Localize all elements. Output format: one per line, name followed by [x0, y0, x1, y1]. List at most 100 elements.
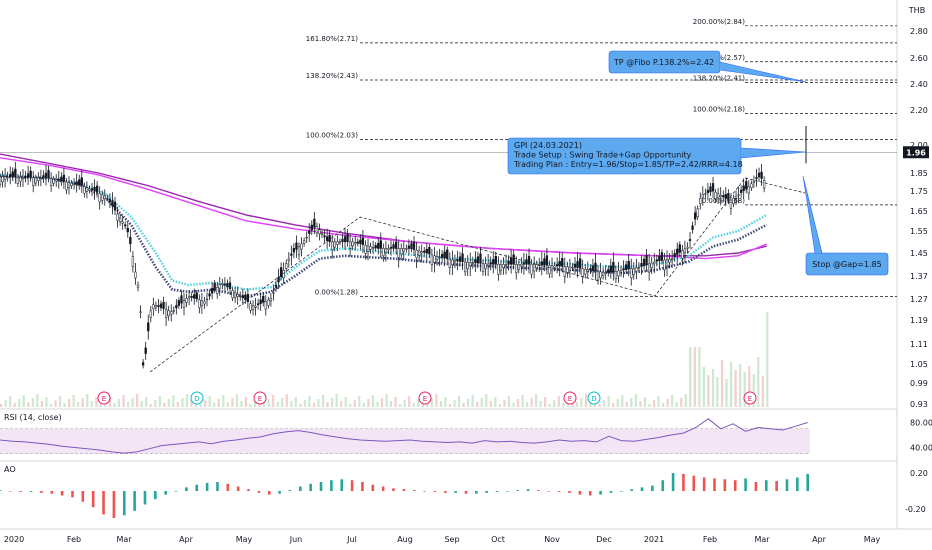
ao-bar: [692, 475, 696, 491]
candle-body: [566, 266, 569, 274]
candle-body: [630, 268, 633, 279]
candle-body: [354, 242, 357, 245]
volume-bar: [117, 399, 121, 407]
candle-body: [734, 196, 738, 200]
volume-bar: [457, 396, 461, 407]
candle-body: [737, 194, 740, 196]
candle-body: [80, 177, 83, 186]
ao-bar: [381, 486, 385, 491]
rsi-tick-label: 40.00: [910, 444, 932, 453]
volume-bar: [689, 347, 692, 407]
candle-body: [290, 253, 293, 256]
candle-body: [377, 242, 380, 249]
candle-body: [543, 258, 546, 266]
candle-body: [272, 292, 275, 294]
volume-bar: [9, 396, 12, 407]
volume-bar: [235, 394, 238, 407]
volume-bar: [408, 396, 411, 407]
ao-bar: [588, 491, 592, 496]
time-tick-label: Mar: [116, 535, 132, 544]
ao-bar: [216, 482, 219, 491]
time-tick-label: Feb: [67, 535, 81, 544]
candle-body: [453, 260, 457, 263]
price-tick-label: 2.20: [910, 106, 928, 115]
candle-body: [246, 294, 250, 303]
candle-body: [507, 260, 510, 265]
volume-bar: [480, 398, 483, 407]
ao-tick-label: 0.20: [910, 469, 928, 478]
ao-bar: [723, 479, 727, 491]
candle-body: [678, 244, 681, 253]
event-marker-label: E: [258, 395, 262, 403]
candle-body: [663, 259, 666, 271]
candle-body: [410, 243, 413, 250]
ao-bar: [785, 479, 789, 491]
ao-title: AO: [4, 465, 16, 474]
volume-bar: [394, 397, 397, 407]
volume-bar: [63, 403, 66, 407]
candle-body: [402, 248, 405, 252]
price-tick-label: 2.60: [910, 54, 928, 63]
volume-bar: [145, 397, 148, 407]
event-marker-label: E: [423, 395, 427, 403]
candle-body: [14, 168, 17, 178]
candles: [0, 126, 807, 369]
candle-body: [637, 267, 641, 269]
candle-body: [607, 269, 610, 274]
volume-bar: [13, 403, 16, 407]
candle-body: [699, 198, 702, 205]
candle-body: [185, 298, 188, 303]
ao-bar: [464, 491, 468, 494]
volume-bar: [734, 370, 737, 407]
ao-bar: [485, 491, 488, 493]
ao-bar: [433, 491, 437, 492]
candle-body: [305, 236, 308, 239]
ao-bar: [609, 491, 613, 493]
candle-body: [210, 288, 214, 294]
candle-body: [379, 240, 382, 249]
volume-bar: [589, 401, 592, 407]
price-tick-label: 1.85: [910, 169, 928, 178]
candle-body: [374, 245, 377, 249]
candle-body: [116, 213, 119, 221]
volume-bar: [40, 401, 44, 407]
candle-body: [39, 177, 43, 180]
volume-bar: [535, 394, 538, 407]
candle-body: [49, 178, 53, 186]
volume-bar: [367, 399, 370, 407]
candle-body: [405, 248, 408, 250]
candle-body: [101, 194, 104, 201]
volume-bar: [507, 396, 511, 407]
volume-bar: [412, 403, 415, 407]
volume-bar: [317, 399, 320, 407]
candle-body: [389, 246, 393, 249]
volume-bar: [113, 403, 116, 407]
volume-bar: [453, 400, 456, 407]
candle-body: [586, 269, 589, 272]
candle-body: [152, 304, 155, 309]
time-tick-label: Mar: [754, 535, 770, 544]
candle-body: [448, 259, 451, 268]
price-tick-label: 2.80: [910, 27, 928, 36]
candle-body: [193, 294, 196, 299]
candle-body: [494, 256, 497, 265]
ao-bar: [402, 489, 406, 491]
volume-bar: [18, 399, 21, 407]
candle-body: [688, 239, 692, 241]
fib-lower-label: 138.20%(2.43): [306, 72, 358, 80]
volume-bar: [671, 395, 674, 407]
candle-body: [591, 265, 595, 271]
candle-body: [136, 284, 140, 288]
candle-body: [369, 246, 372, 250]
candle-body: [412, 241, 416, 250]
candle-body: [134, 271, 137, 279]
volume-bar: [58, 396, 62, 407]
volume-bar: [358, 396, 361, 407]
candle-body: [126, 227, 129, 233]
candle-body: [177, 300, 181, 306]
candle-body: [484, 263, 487, 269]
candle-body: [642, 258, 646, 266]
candle-body: [466, 261, 469, 269]
volume-bar: [444, 397, 447, 407]
candle-body: [6, 176, 9, 178]
